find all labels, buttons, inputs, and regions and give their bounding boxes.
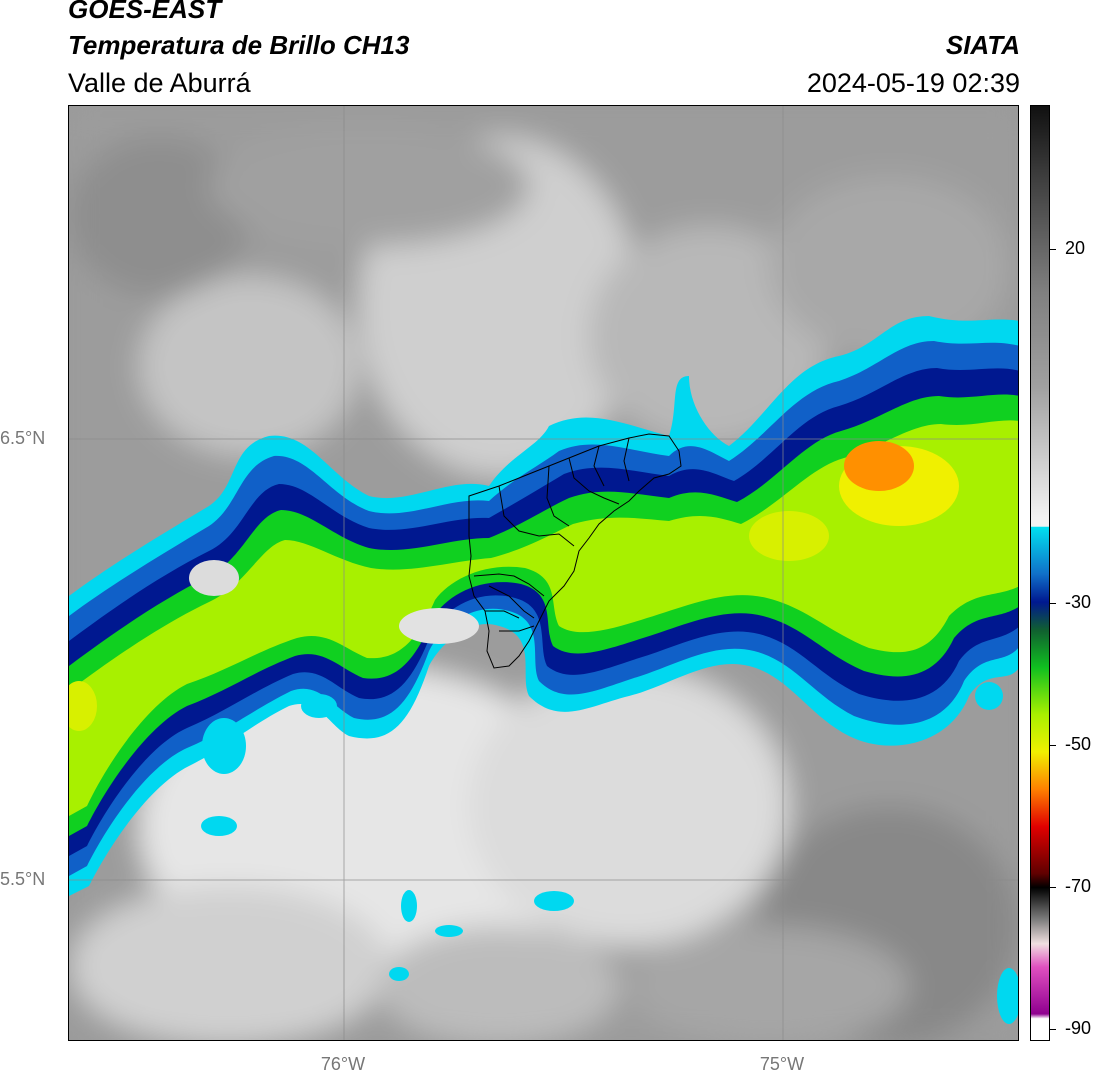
- satellite-map: [68, 105, 1019, 1041]
- latitude-label-5-5: 5.5°N: [0, 869, 46, 889]
- colorbar-tick: [1050, 745, 1056, 746]
- colorbar-tick: [1050, 249, 1056, 250]
- organization-label: SIATA: [945, 30, 1020, 60]
- datetime-label: 2024-05-19 02:39: [806, 68, 1020, 98]
- colorbar-label-minus-90: -90: [1065, 1018, 1092, 1038]
- colorbar-tick: [1050, 603, 1056, 604]
- satellite-title: GOES-EAST: [68, 0, 222, 24]
- latitude-label-6-5: 6.5°N: [0, 428, 46, 448]
- graticule: [69, 106, 1018, 1040]
- map-canvas: [69, 106, 1018, 1040]
- product-title: Temperatura de Brillo CH13: [68, 30, 410, 60]
- longitude-label-75w: 75°W: [759, 1054, 805, 1074]
- colorbar-label-minus-50: -50: [1065, 734, 1092, 754]
- colorbar-label-minus-70: -70: [1065, 876, 1092, 896]
- colorbar-label-minus-30: -30: [1065, 592, 1092, 612]
- colorbar-tick: [1050, 887, 1056, 888]
- region-label: Valle de Aburrá: [68, 68, 251, 98]
- temperature-colorbar: [1030, 105, 1050, 1041]
- cloud-background: [69, 106, 1018, 1040]
- colorbar-tick: [1050, 1029, 1056, 1030]
- municipal-boundaries: [468, 433, 682, 669]
- colorbar-label-20: 20: [1065, 238, 1086, 258]
- longitude-label-76w: 76°W: [320, 1054, 366, 1074]
- isolated-cloud-patches: [189, 560, 1018, 1024]
